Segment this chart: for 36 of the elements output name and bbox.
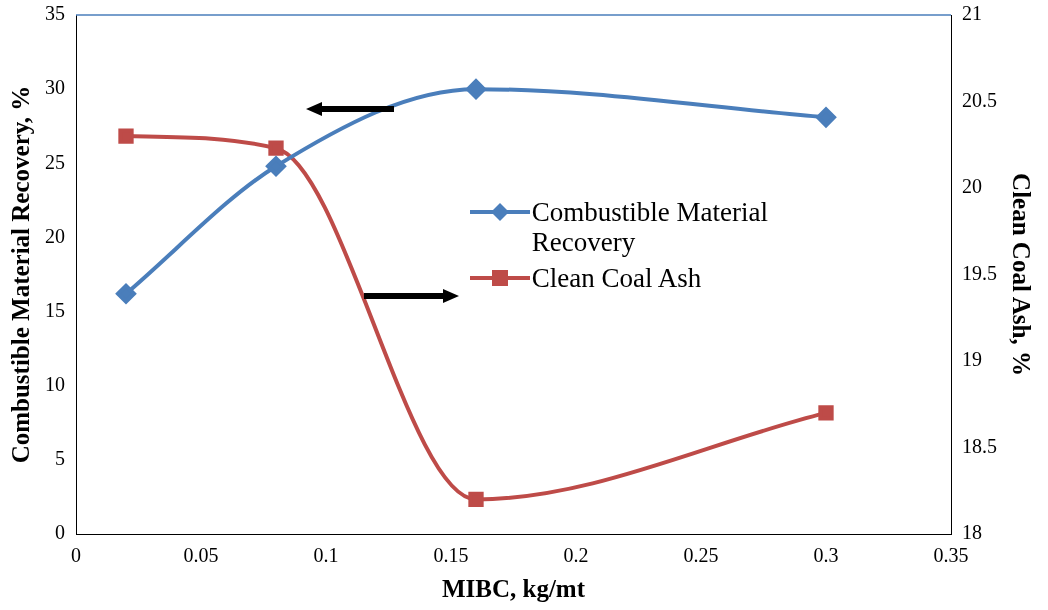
point — [116, 283, 136, 304]
y2-tick-label: 18.5 — [962, 434, 997, 457]
x-tick-label: 0.35 — [933, 544, 969, 567]
y2-tick-label: 19.5 — [962, 261, 997, 284]
y2-tick-label: 20 — [962, 175, 982, 198]
point — [466, 79, 486, 100]
y-tick-label: 25 — [45, 150, 65, 173]
x-tick-label: 0.2 — [563, 544, 589, 567]
y2-axis-title: Clean Coal Ash, % — [1007, 173, 1035, 376]
x-tick-label: 0.15 — [433, 544, 469, 567]
y-tick-label: 20 — [45, 224, 65, 247]
y-tick-label: 15 — [45, 298, 65, 321]
x-tick-label: 0.1 — [313, 544, 339, 567]
y-tick-label: 10 — [45, 372, 65, 395]
y-tick-label: 0 — [55, 521, 65, 544]
point — [118, 128, 134, 144]
y-tick-label: 5 — [55, 447, 65, 470]
y-axis-title: Combustible Material Recovery, % — [7, 85, 35, 464]
y-tick-label: 35 — [45, 2, 65, 25]
point — [468, 491, 484, 508]
x-tick-label: 0.05 — [183, 544, 219, 567]
y2-tick-label: 20.5 — [962, 88, 997, 111]
x-tick-label: 0.3 — [813, 544, 839, 567]
x-axis-title: MIBC, kg/mt — [441, 575, 586, 603]
legend-label: Combustible Material Recovery — [531, 196, 769, 257]
x-tick-label: 0 — [71, 544, 81, 567]
y-tick-label: 30 — [45, 76, 65, 99]
point — [268, 140, 284, 156]
point — [816, 107, 836, 128]
point — [818, 405, 834, 421]
x-tick-label: 0.25 — [683, 544, 719, 567]
y2-tick-label: 18 — [962, 521, 982, 544]
legend-label: Clean Coal Ash — [531, 262, 703, 293]
y2-tick-label: 21 — [962, 2, 982, 25]
point — [266, 156, 286, 177]
y2-tick-label: 19 — [962, 348, 982, 371]
